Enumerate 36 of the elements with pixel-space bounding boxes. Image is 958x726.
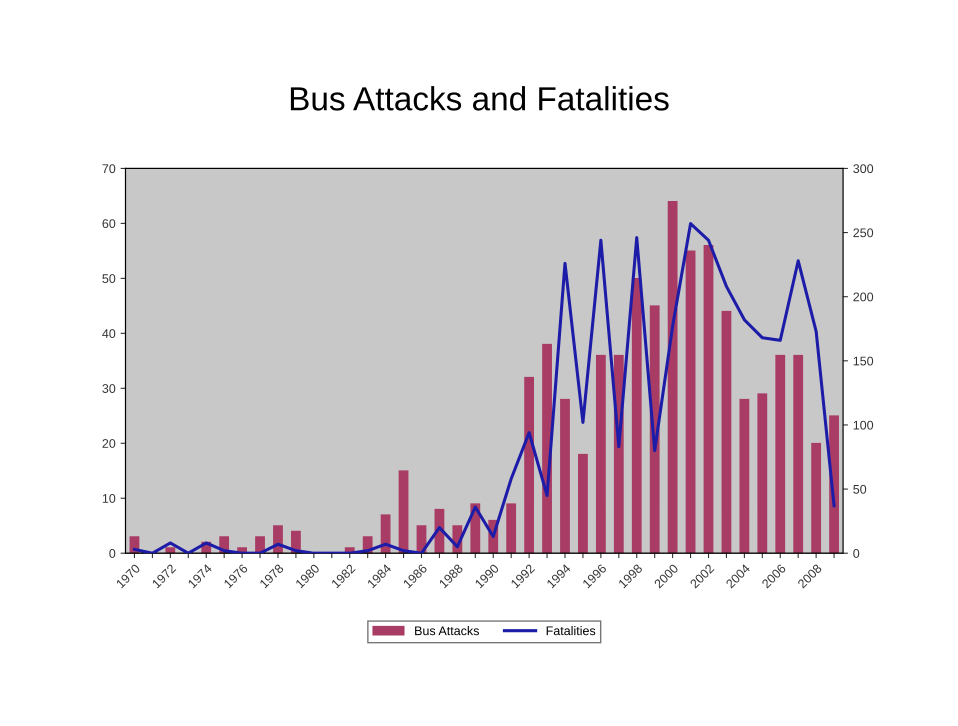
bar — [524, 376, 534, 554]
bar — [596, 354, 606, 554]
y-tick-label: 70 — [102, 164, 116, 174]
bar — [793, 354, 804, 554]
bar — [632, 278, 642, 554]
y-tick-label: 30 — [102, 384, 116, 393]
bar — [811, 442, 822, 554]
line-series — [132, 222, 836, 554]
y-tick-label: 10 — [102, 494, 116, 503]
y2-tick-label: 250 — [853, 228, 874, 238]
y2-tick-label: 200 — [853, 292, 874, 302]
bar — [578, 454, 588, 554]
y2-tick-label: 50 — [853, 484, 866, 494]
bar — [506, 503, 516, 554]
bar — [704, 244, 714, 554]
y2-tick-label: 150 — [854, 356, 874, 366]
y-tick-label: 0 — [109, 549, 116, 558]
legend-label: Bus Attacks — [415, 626, 479, 636]
bar — [668, 200, 678, 554]
bar — [398, 470, 408, 554]
y-tick-label: 50 — [102, 274, 116, 284]
y2-tick-label: 100 — [854, 420, 874, 430]
bar — [757, 393, 768, 554]
y2-tick-label: 300 — [853, 164, 874, 174]
y-tick-label: 40 — [102, 329, 116, 338]
legend-label: Fatalities — [546, 626, 596, 636]
bar — [560, 398, 570, 554]
bar — [722, 310, 732, 554]
bar — [739, 398, 750, 554]
bar — [380, 514, 391, 554]
y-tick-label: 60 — [102, 219, 116, 228]
y-tick-label: 20 — [102, 439, 116, 448]
bar — [775, 354, 786, 554]
bar — [686, 250, 696, 554]
chart-title: Bus Attacks and Fatalities — [290, 86, 669, 111]
y2-tick-label: 0 — [853, 549, 860, 558]
